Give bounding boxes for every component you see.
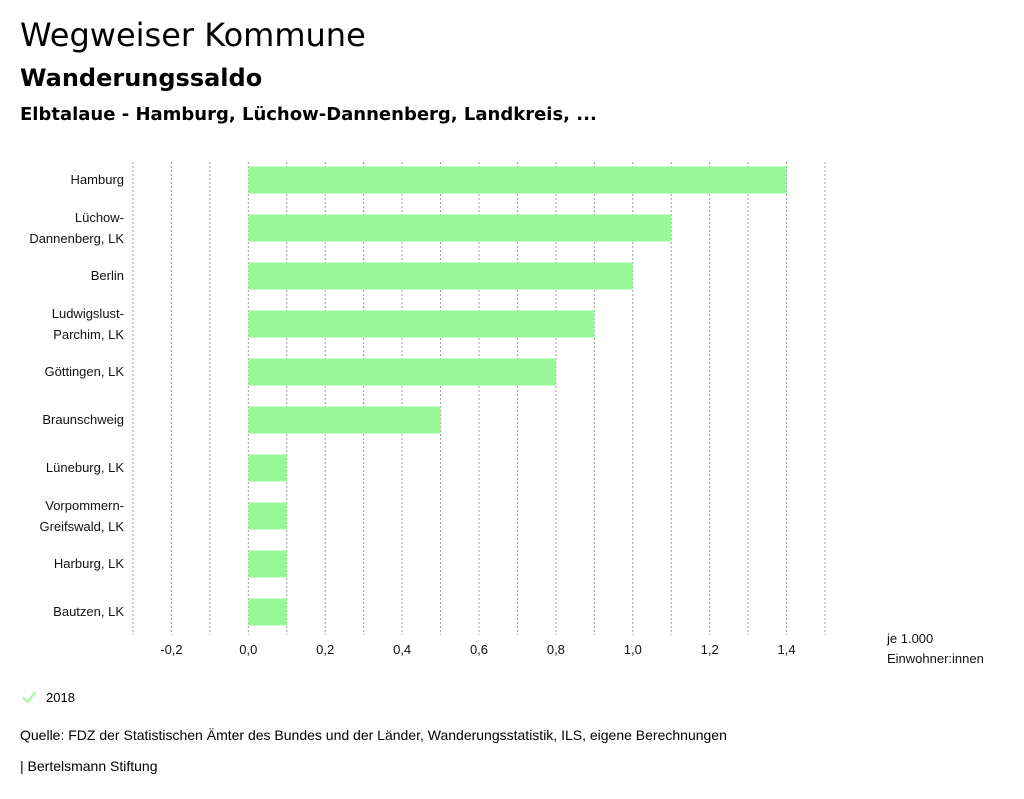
- x-tick-label: 0,6: [470, 642, 488, 657]
- x-tick-label: 0,0: [239, 642, 257, 657]
- x-tick-label: 0,4: [393, 642, 411, 657]
- page-title: Wegweiser Kommune: [20, 16, 366, 54]
- publisher-note: | Bertelsmann Stiftung: [20, 758, 158, 774]
- unit-label: je 1.000 Einwohner:innen: [886, 631, 984, 666]
- category-label: Berlin: [91, 268, 124, 283]
- bar: [248, 358, 556, 386]
- x-tick-label: 0,8: [547, 642, 565, 657]
- legend: 2018: [20, 688, 75, 706]
- category-label: Harburg, LK: [54, 556, 124, 571]
- legend-label: 2018: [46, 689, 75, 705]
- bar: [248, 214, 672, 242]
- grid-lines: [132, 162, 826, 635]
- bar: [248, 262, 633, 290]
- category-label: Lüneburg, LK: [46, 460, 124, 475]
- category-label: Hamburg: [71, 172, 124, 187]
- x-tick-label: 1,0: [624, 642, 642, 657]
- category-label: Braunschweig: [42, 412, 124, 427]
- x-tick-labels: -0,2 0,0 0,2 0,4 0,6 0,8 1,0 1,2 1,4: [160, 642, 795, 657]
- category-label: Göttingen, LK: [45, 364, 125, 379]
- category-label: Vorpommern-Greifswald, LK: [39, 498, 124, 534]
- bar: [248, 310, 595, 338]
- bar: [248, 502, 287, 530]
- category-labels: Hamburg Lüchow-Dannenberg, LK Berlin Ludwig…: [29, 172, 124, 619]
- category-label: Lüchow-Dannenberg, LK: [29, 210, 124, 246]
- unit-line-1: je 1.000: [886, 631, 933, 646]
- bar-chart: Hamburg Lüchow-Dannenberg, LK Berlin Ludwig…: [29, 162, 984, 666]
- chart-subtitle: Wanderungssaldo: [20, 64, 263, 92]
- region-label: Elbtalaue - Hamburg, Lüchow-Dannenberg, …: [20, 104, 597, 125]
- bar: [248, 454, 287, 482]
- bar: [248, 550, 287, 578]
- unit-line-2: Einwohner:innen: [887, 651, 984, 666]
- category-label: Ludwigslust-Parchim, LK: [52, 306, 125, 342]
- check-icon: [22, 691, 37, 704]
- bar: [248, 166, 787, 194]
- category-label: Bautzen, LK: [53, 604, 124, 619]
- x-tick-label: 1,4: [778, 642, 796, 657]
- x-tick-label: 1,2: [701, 642, 719, 657]
- bar-series: [248, 166, 787, 626]
- x-tick-label: -0,2: [160, 642, 182, 657]
- x-tick-label: 0,2: [316, 642, 334, 657]
- bar: [248, 598, 287, 626]
- bar: [248, 406, 441, 434]
- source-note: Quelle: FDZ der Statistischen Ämter des …: [20, 727, 727, 743]
